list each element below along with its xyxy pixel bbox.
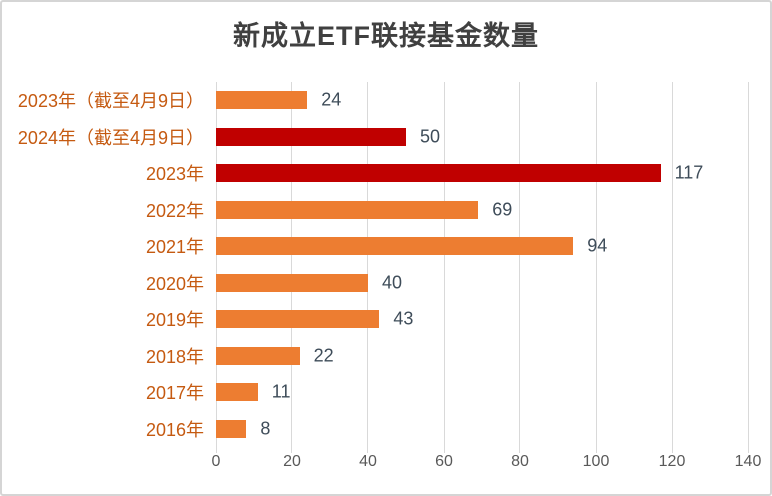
category-axis: 2023年（截至4月9日） 2024年（截至4月9日） 2023年 2022年 2021… xyxy=(2,82,204,447)
value-label: 24 xyxy=(321,89,342,110)
chart-title: 新成立ETF联接基金数量 xyxy=(233,21,539,51)
value-label: 11 xyxy=(271,381,291,402)
gridline xyxy=(671,82,673,447)
chart-row: 22 xyxy=(216,338,748,375)
chart-row: 8 xyxy=(216,411,748,448)
bar xyxy=(216,383,258,402)
chart-row: 50 xyxy=(216,119,748,156)
x-axis-label: 40 xyxy=(359,453,377,470)
x-axis-label: 20 xyxy=(283,453,301,470)
category-label: 2021年 xyxy=(145,237,204,258)
axis-tick xyxy=(367,447,369,453)
x-axis-label: 80 xyxy=(511,453,529,470)
bar-rows: 24 50 117 69 94 40 43 22 11 8 xyxy=(216,82,748,447)
value-label: 22 xyxy=(313,345,334,366)
chart-row: 43 xyxy=(216,301,748,338)
value-label: 50 xyxy=(420,126,441,147)
value-label: 94 xyxy=(587,235,608,256)
x-axis-label: 140 xyxy=(734,453,762,470)
gridline xyxy=(443,82,445,447)
x-axis-label: 60 xyxy=(435,453,453,470)
bar xyxy=(216,419,247,438)
bar xyxy=(216,200,479,219)
value-label: 117 xyxy=(674,162,704,183)
gridline xyxy=(595,82,597,447)
gridline xyxy=(215,82,217,447)
value-label: 69 xyxy=(492,199,513,220)
gridline xyxy=(519,82,521,447)
gridline xyxy=(747,82,749,447)
x-axis-label: 100 xyxy=(582,453,610,470)
bar xyxy=(216,237,574,256)
axis-tick xyxy=(291,447,293,453)
axis-tick xyxy=(595,447,597,453)
axis-tick xyxy=(519,447,521,453)
category-label: 2022年 xyxy=(145,200,204,221)
axis-tick xyxy=(671,447,673,453)
category-label: 2023年 xyxy=(145,164,204,185)
value-label: 40 xyxy=(381,272,403,293)
chart-row: 69 xyxy=(216,192,748,229)
axis-tick xyxy=(215,447,217,453)
x-axis-label: 120 xyxy=(658,453,686,470)
chart-row: 117 xyxy=(216,155,748,192)
plot-area: 24 50 117 69 94 40 43 22 11 8 xyxy=(215,82,749,453)
bar xyxy=(216,127,406,146)
value-label: 43 xyxy=(393,308,414,329)
category-label: 2024年（截至4月9日） xyxy=(17,127,204,148)
category-label: 2020年 xyxy=(145,273,204,294)
bar xyxy=(216,273,368,292)
category-label: 2017年 xyxy=(145,383,204,404)
gridline xyxy=(367,82,369,447)
x-axis: 0 20 40 60 80 100 120 140 xyxy=(212,453,762,477)
axis-tick xyxy=(443,447,445,453)
chart-row: 24 xyxy=(216,82,748,119)
bar xyxy=(216,91,308,110)
bar xyxy=(216,310,380,329)
value-label: 8 xyxy=(260,418,271,439)
gridline xyxy=(291,82,293,447)
x-axis-label: 0 xyxy=(211,453,221,470)
category-label: 2019年 xyxy=(145,310,204,331)
bar xyxy=(216,346,300,365)
chart-row: 40 xyxy=(216,265,748,302)
bar xyxy=(216,164,661,183)
axis-tick xyxy=(747,447,749,453)
category-label: 2023年（截至4月9日） xyxy=(17,91,204,112)
chart-row: 94 xyxy=(216,228,748,265)
category-label: 2016年 xyxy=(145,419,204,440)
category-label: 2018年 xyxy=(145,346,204,367)
chart-row: 11 xyxy=(216,374,748,411)
